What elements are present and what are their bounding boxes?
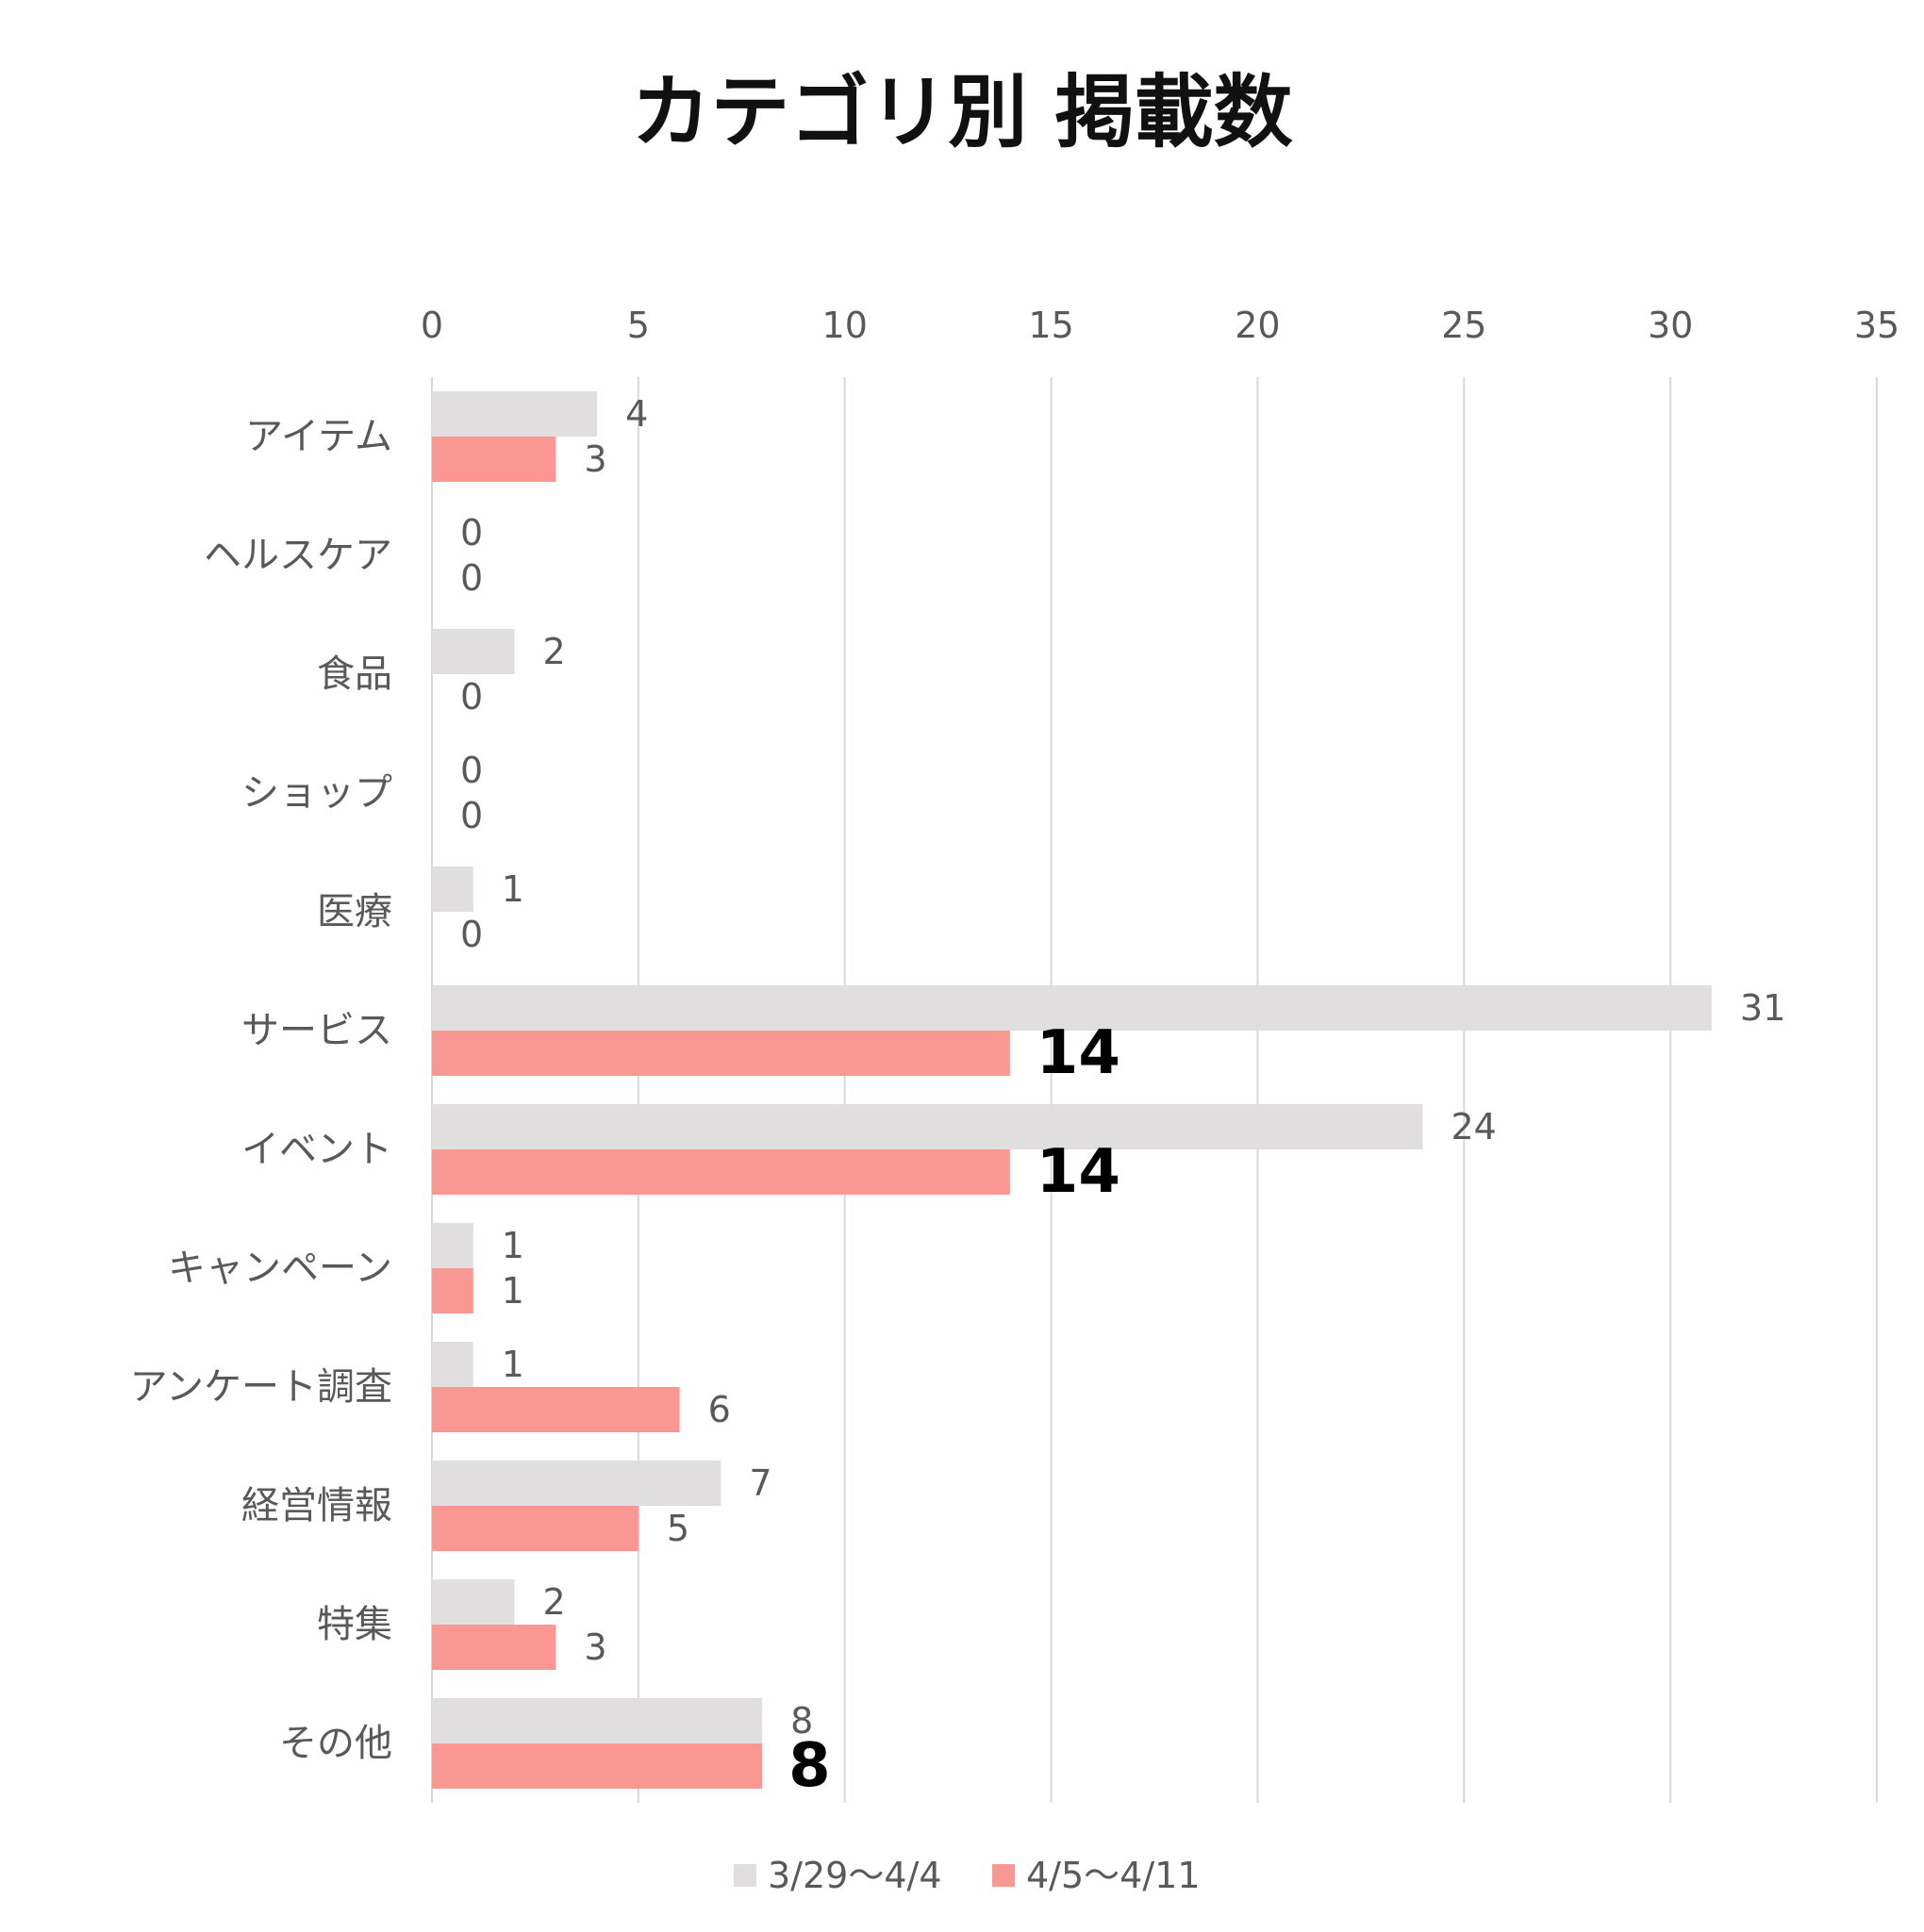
bar-s0-2: [432, 629, 515, 674]
bar-s0-8: [432, 1342, 473, 1387]
bar-s0-6: [432, 1104, 1423, 1149]
data-label-s0-10: 2: [543, 1581, 566, 1623]
x-tick-label-6: 30: [1648, 305, 1693, 346]
category-label-3: ショップ: [241, 771, 392, 815]
bar-s0-11: [432, 1698, 763, 1743]
bar-s0-10: [432, 1579, 515, 1625]
category-label-5: サービス: [241, 1009, 392, 1052]
legend-label-1: 4/5〜4/11: [1026, 1855, 1201, 1896]
bar-s0-0: [432, 391, 598, 437]
bar-s1-5: [432, 1031, 1010, 1076]
bar-s1-11: [432, 1743, 763, 1789]
data-label-s1-7: 1: [502, 1270, 524, 1312]
data-label-s1-1: 0: [460, 557, 483, 599]
data-label-s0-0: 4: [625, 393, 648, 435]
x-axis-ticks: 0 5 10 15 20 25 30 35: [421, 305, 1899, 346]
data-label-s1-5: 14: [1037, 1018, 1120, 1088]
bar-s1-6: [432, 1149, 1010, 1195]
data-label-s1-2: 0: [460, 676, 483, 718]
x-tick-label-0: 0: [421, 305, 443, 346]
category-label-11: その他: [279, 1722, 392, 1765]
legend-swatch-0: [734, 1864, 756, 1887]
data-label-s0-5: 31: [1740, 987, 1785, 1029]
data-label-s0-3: 0: [460, 750, 483, 791]
bar-s1-10: [432, 1625, 556, 1670]
gridlines: [431, 377, 1878, 1803]
data-label-s0-7: 1: [502, 1225, 524, 1266]
category-label-1: ヘルスケア: [204, 534, 392, 577]
category-label-10: 特集: [317, 1603, 392, 1646]
bar-s1-0: [432, 437, 556, 482]
x-tick-label-5: 25: [1441, 305, 1486, 346]
x-tick-label-2: 10: [822, 305, 868, 346]
x-tick-label-3: 15: [1028, 305, 1073, 346]
chart-title: カテゴリ別 掲載数: [631, 66, 1292, 158]
category-label-6: イベント: [241, 1128, 392, 1171]
data-label-s1-4: 0: [460, 914, 483, 955]
data-label-s1-11: 8: [788, 1731, 831, 1801]
data-label-s0-11: 8: [790, 1700, 813, 1742]
bar-s1-9: [432, 1506, 639, 1551]
data-label-s0-1: 0: [460, 512, 483, 553]
data-label-s1-6: 14: [1037, 1137, 1120, 1207]
data-label-s0-8: 1: [502, 1344, 524, 1385]
data-label-s1-9: 5: [667, 1508, 689, 1549]
category-label-8: アンケート調査: [130, 1365, 392, 1409]
data-label-s1-8: 6: [708, 1389, 731, 1430]
legend: 3/29〜4/4 4/5〜4/11: [734, 1855, 1201, 1896]
legend-label-0: 3/29〜4/4: [768, 1855, 942, 1896]
data-label-s0-6: 24: [1451, 1106, 1497, 1148]
data-label-s0-4: 1: [502, 868, 524, 910]
bar-s1-7: [432, 1268, 473, 1313]
x-tick-label-7: 35: [1854, 305, 1899, 346]
bar-s0-9: [432, 1461, 722, 1506]
category-label-7: キャンペーン: [168, 1247, 392, 1290]
category-label-2: 食品: [317, 652, 392, 696]
category-label-0: アイテム: [245, 415, 392, 458]
category-label-4: 医療: [317, 890, 392, 933]
bar-s0-7: [432, 1223, 473, 1268]
bar-s0-4: [432, 867, 473, 912]
x-tick-label-4: 20: [1235, 305, 1280, 346]
legend-swatch-1: [992, 1864, 1015, 1887]
data-label-s0-2: 2: [543, 631, 566, 672]
data-label-s1-3: 0: [460, 795, 483, 836]
data-label-s1-10: 3: [584, 1627, 606, 1668]
bars: [432, 391, 1712, 1789]
category-label-9: 経営情報: [241, 1484, 392, 1527]
category-labels: アイテムヘルスケア食品ショップ医療サービスイベントキャンペーンアンケート調査経営…: [130, 415, 392, 1765]
bar-s0-5: [432, 985, 1712, 1031]
x-tick-label-1: 5: [627, 305, 650, 346]
bar-s1-8: [432, 1387, 680, 1432]
data-label-s1-0: 3: [584, 438, 606, 480]
data-label-s0-9: 7: [749, 1462, 771, 1504]
